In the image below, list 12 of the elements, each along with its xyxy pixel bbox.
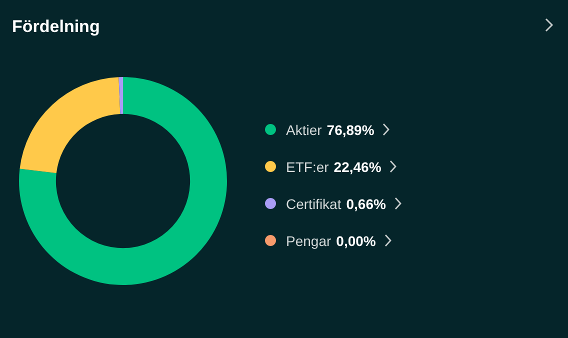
donut-slice [19, 77, 227, 285]
donut-slice [20, 77, 120, 174]
donut-slice [118, 77, 123, 114]
data-label: 0,66% [346, 196, 386, 212]
legend-label: ETF:er [286, 158, 329, 174]
chart-title: Fördelning [12, 16, 100, 36]
text: 0,00% [336, 232, 376, 248]
legend-label: Aktier [286, 122, 322, 138]
data-label: 22,46% [334, 158, 382, 174]
data-label: 76,89% [326, 122, 374, 138]
legend-label: Certifikat [286, 196, 342, 212]
legend-label: Pengar [286, 232, 332, 248]
